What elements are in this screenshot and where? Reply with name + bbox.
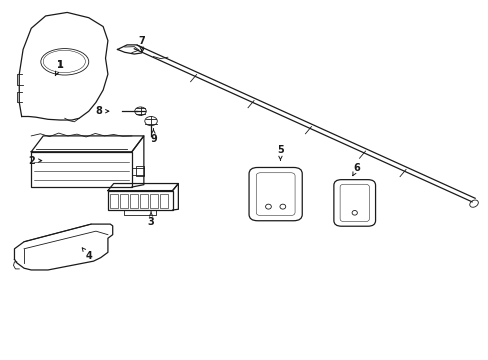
Text: 4: 4 xyxy=(82,248,92,261)
Polygon shape xyxy=(117,45,143,54)
Text: 8: 8 xyxy=(95,106,109,116)
Bar xyxy=(136,166,144,176)
Bar xyxy=(130,194,138,208)
Bar xyxy=(110,194,118,208)
Bar xyxy=(120,194,128,208)
Text: 2: 2 xyxy=(28,156,41,166)
Bar xyxy=(160,194,168,208)
Text: 1: 1 xyxy=(55,60,63,76)
Text: 9: 9 xyxy=(150,129,157,144)
Text: 3: 3 xyxy=(147,212,154,227)
Text: 7: 7 xyxy=(138,36,144,51)
Text: 1: 1 xyxy=(55,60,63,76)
Text: 6: 6 xyxy=(352,163,360,176)
Bar xyxy=(150,194,158,208)
Bar xyxy=(140,194,148,208)
Text: 5: 5 xyxy=(277,145,283,161)
